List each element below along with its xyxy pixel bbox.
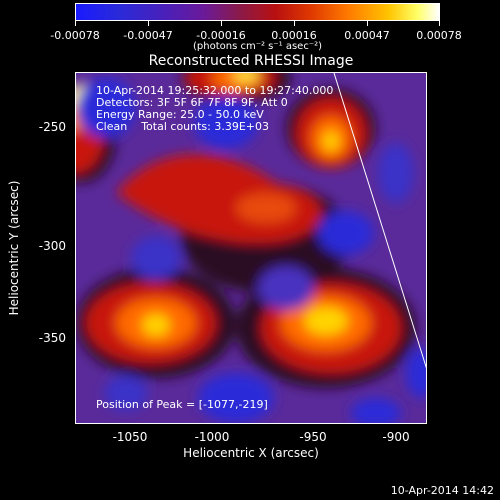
colorbar-tick-label: 0.00047 [344,29,390,42]
info-detectors: Detectors: 3F 5F 6F 7F 8F 9F, Att 0 [96,96,288,109]
y-tick-label: -350 [38,331,66,345]
colorbar-tick-label: -0.00078 [50,29,100,42]
colorbar-tick [221,21,222,26]
heatmap-blobs [76,73,426,423]
info-time-range: 10-Apr-2014 19:25:32.000 to 19:27:40.000 [96,84,334,97]
x-tick-label: -900 [382,430,410,444]
colorbar-tick [75,21,76,26]
peak-position-label: Position of Peak = [-1077,-219] [96,398,268,411]
colorbar-tick [439,21,440,26]
heatmap-svg [76,73,426,423]
colorbar-tick [148,21,149,26]
colorbar-unit-label: (photons cm⁻² s⁻¹ asec⁻²) [192,41,323,52]
colorbar-tick-label: 0.00016 [271,29,317,42]
colorbar-gradient [75,3,440,21]
rhessi-image-plot: 10-Apr-2014 19:25:32.000 to 19:27:40.000… [75,72,427,424]
x-tick-label: -1000 [194,430,230,444]
colorbar-tick-label: -0.00016 [196,29,246,42]
colorbar-tick-label: -0.00047 [123,29,173,42]
solar-limb-line [333,73,426,369]
info-clean-counts: Clean Total counts: 3.39E+03 [96,120,270,133]
x-tick-label: -1050 [112,430,148,444]
colorbar: -0.00078 -0.00047 -0.00016 0.00016 0.000… [50,3,462,52]
image-title: Reconstructed RHESSI Image [148,53,354,69]
y-axis-label: Heliocentric Y (arcsec) [7,180,21,316]
colorbar-tick-label: 0.00078 [416,29,462,42]
y-tick-label: -250 [38,120,66,134]
colorbar-ticks [75,21,440,26]
info-energy-range: Energy Range: 25.0 - 50.0 keV [96,108,264,121]
y-tick-label: -300 [38,239,66,253]
x-axis-label: Heliocentric X (arcsec) [183,446,319,460]
colorbar-tick [367,21,368,26]
colorbar-tick [294,21,295,26]
plot-timestamp: 10-Apr-2014 14:42 [390,484,494,497]
x-tick-label: -950 [299,430,327,444]
observation-info: 10-Apr-2014 19:25:32.000 to 19:27:40.000… [96,85,333,133]
